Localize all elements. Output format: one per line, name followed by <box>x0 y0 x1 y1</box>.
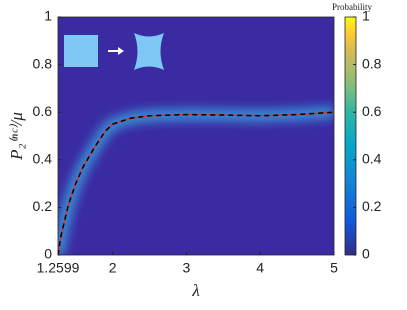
y-tick-label: 0.2 <box>33 198 53 214</box>
colorbar-tick-label: 1 <box>362 8 370 24</box>
curve-dashes <box>58 111 334 255</box>
y-tick-label: 1 <box>44 8 52 24</box>
x-tick-label: 3 <box>183 260 191 276</box>
concave-icon <box>134 33 164 70</box>
x-tick-label: 4 <box>256 260 264 276</box>
colorbar-tick-label: 0.6 <box>362 103 382 119</box>
colorbar <box>344 16 357 256</box>
x-tick-label: 2 <box>109 260 117 276</box>
arrow-head <box>118 47 124 55</box>
y-tick-label: 0.8 <box>33 55 53 71</box>
y-tick-label: 0 <box>44 246 52 262</box>
colorbar-tick-label: 0.2 <box>362 198 382 214</box>
square-icon <box>64 35 98 67</box>
inset-icons <box>64 33 164 70</box>
x-tick-label: 1.2599 <box>37 260 80 276</box>
axes-frame <box>57 16 335 256</box>
colorbar-tick-label: 0.4 <box>362 151 382 167</box>
colorbar-tick-label: 0 <box>362 246 370 262</box>
x-tick-label: 5 <box>330 260 338 276</box>
y-tick-label: 0.6 <box>33 103 53 119</box>
y-axis-label: P₂⁽ⁿᶜ⁾/μ <box>7 112 26 161</box>
colorbar-label: Probability <box>332 2 372 12</box>
colorbar-tick-label: 0.8 <box>362 55 382 71</box>
x-axis-label: λ <box>191 281 199 300</box>
y-tick-label: 0.4 <box>33 151 53 167</box>
